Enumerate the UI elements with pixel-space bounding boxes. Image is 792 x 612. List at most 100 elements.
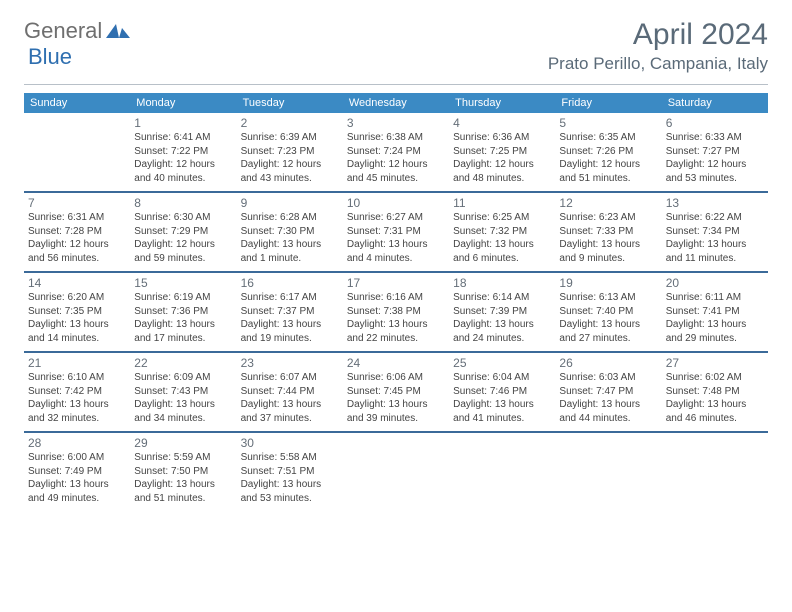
day-number: 1 bbox=[134, 116, 232, 130]
daylight-line: Daylight: 13 hours and 22 minutes. bbox=[347, 318, 445, 345]
logo: General bbox=[24, 18, 132, 44]
daylight-line: Daylight: 12 hours and 56 minutes. bbox=[28, 238, 126, 265]
sunset-line: Sunset: 7:45 PM bbox=[347, 385, 445, 399]
daylight-line: Daylight: 13 hours and 34 minutes. bbox=[134, 398, 232, 425]
week-row: 7Sunrise: 6:31 AMSunset: 7:28 PMDaylight… bbox=[24, 193, 768, 273]
daylight-line: Daylight: 13 hours and 49 minutes. bbox=[28, 478, 126, 505]
day-number: 9 bbox=[241, 196, 339, 210]
daylight-line: Daylight: 13 hours and 51 minutes. bbox=[134, 478, 232, 505]
day-cell: 23Sunrise: 6:07 AMSunset: 7:44 PMDayligh… bbox=[237, 353, 343, 431]
day-cell: 16Sunrise: 6:17 AMSunset: 7:37 PMDayligh… bbox=[237, 273, 343, 351]
sunrise-line: Sunrise: 6:41 AM bbox=[134, 131, 232, 145]
daylight-line: Daylight: 13 hours and 41 minutes. bbox=[453, 398, 551, 425]
sunrise-line: Sunrise: 6:19 AM bbox=[134, 291, 232, 305]
day-number: 25 bbox=[453, 356, 551, 370]
day-number: 23 bbox=[241, 356, 339, 370]
day-cell: 2Sunrise: 6:39 AMSunset: 7:23 PMDaylight… bbox=[237, 113, 343, 191]
sunrise-line: Sunrise: 6:35 AM bbox=[559, 131, 657, 145]
sunrise-line: Sunrise: 6:17 AM bbox=[241, 291, 339, 305]
day-number: 8 bbox=[134, 196, 232, 210]
daylight-line: Daylight: 13 hours and 9 minutes. bbox=[559, 238, 657, 265]
day-cell: 1Sunrise: 6:41 AMSunset: 7:22 PMDaylight… bbox=[130, 113, 236, 191]
sunset-line: Sunset: 7:39 PM bbox=[453, 305, 551, 319]
sunrise-line: Sunrise: 6:38 AM bbox=[347, 131, 445, 145]
sunrise-line: Sunrise: 6:36 AM bbox=[453, 131, 551, 145]
sunset-line: Sunset: 7:49 PM bbox=[28, 465, 126, 479]
day-cell: 8Sunrise: 6:30 AMSunset: 7:29 PMDaylight… bbox=[130, 193, 236, 271]
sunset-line: Sunset: 7:29 PM bbox=[134, 225, 232, 239]
sunset-line: Sunset: 7:46 PM bbox=[453, 385, 551, 399]
daylight-line: Daylight: 13 hours and 24 minutes. bbox=[453, 318, 551, 345]
week-row: 28Sunrise: 6:00 AMSunset: 7:49 PMDayligh… bbox=[24, 433, 768, 511]
day-cell: 14Sunrise: 6:20 AMSunset: 7:35 PMDayligh… bbox=[24, 273, 130, 351]
day-cell: 30Sunrise: 5:58 AMSunset: 7:51 PMDayligh… bbox=[237, 433, 343, 511]
daylight-line: Daylight: 13 hours and 17 minutes. bbox=[134, 318, 232, 345]
sunset-line: Sunset: 7:33 PM bbox=[559, 225, 657, 239]
sunrise-line: Sunrise: 6:20 AM bbox=[28, 291, 126, 305]
day-cell: 18Sunrise: 6:14 AMSunset: 7:39 PMDayligh… bbox=[449, 273, 555, 351]
day-cell: 4Sunrise: 6:36 AMSunset: 7:25 PMDaylight… bbox=[449, 113, 555, 191]
day-cell: 25Sunrise: 6:04 AMSunset: 7:46 PMDayligh… bbox=[449, 353, 555, 431]
daylight-line: Daylight: 12 hours and 51 minutes. bbox=[559, 158, 657, 185]
daylight-line: Daylight: 13 hours and 39 minutes. bbox=[347, 398, 445, 425]
day-of-week-row: SundayMondayTuesdayWednesdayThursdayFrid… bbox=[24, 93, 768, 113]
day-number: 11 bbox=[453, 196, 551, 210]
day-cell: 11Sunrise: 6:25 AMSunset: 7:32 PMDayligh… bbox=[449, 193, 555, 271]
sunrise-line: Sunrise: 6:10 AM bbox=[28, 371, 126, 385]
daylight-line: Daylight: 13 hours and 1 minute. bbox=[241, 238, 339, 265]
day-cell: 20Sunrise: 6:11 AMSunset: 7:41 PMDayligh… bbox=[662, 273, 768, 351]
sunset-line: Sunset: 7:41 PM bbox=[666, 305, 764, 319]
sunset-line: Sunset: 7:47 PM bbox=[559, 385, 657, 399]
sunset-line: Sunset: 7:35 PM bbox=[28, 305, 126, 319]
sunrise-line: Sunrise: 6:27 AM bbox=[347, 211, 445, 225]
week-row: 1Sunrise: 6:41 AMSunset: 7:22 PMDaylight… bbox=[24, 113, 768, 193]
sunrise-line: Sunrise: 6:30 AM bbox=[134, 211, 232, 225]
sunset-line: Sunset: 7:43 PM bbox=[134, 385, 232, 399]
sunset-line: Sunset: 7:24 PM bbox=[347, 145, 445, 159]
week-row: 21Sunrise: 6:10 AMSunset: 7:42 PMDayligh… bbox=[24, 353, 768, 433]
day-cell: 29Sunrise: 5:59 AMSunset: 7:50 PMDayligh… bbox=[130, 433, 236, 511]
day-cell: 5Sunrise: 6:35 AMSunset: 7:26 PMDaylight… bbox=[555, 113, 661, 191]
day-number: 30 bbox=[241, 436, 339, 450]
day-number: 17 bbox=[347, 276, 445, 290]
dow-cell: Tuesday bbox=[237, 93, 343, 113]
day-cell bbox=[343, 433, 449, 511]
day-number: 26 bbox=[559, 356, 657, 370]
day-cell bbox=[449, 433, 555, 511]
day-number: 2 bbox=[241, 116, 339, 130]
day-number: 6 bbox=[666, 116, 764, 130]
day-number: 10 bbox=[347, 196, 445, 210]
sunrise-line: Sunrise: 6:14 AM bbox=[453, 291, 551, 305]
day-cell bbox=[662, 433, 768, 511]
sunrise-line: Sunrise: 6:00 AM bbox=[28, 451, 126, 465]
daylight-line: Daylight: 12 hours and 40 minutes. bbox=[134, 158, 232, 185]
sunrise-line: Sunrise: 6:31 AM bbox=[28, 211, 126, 225]
daylight-line: Daylight: 12 hours and 59 minutes. bbox=[134, 238, 232, 265]
header-divider bbox=[24, 84, 768, 85]
day-number: 27 bbox=[666, 356, 764, 370]
sunrise-line: Sunrise: 5:58 AM bbox=[241, 451, 339, 465]
title-block: April 2024 Prato Perillo, Campania, Ital… bbox=[548, 18, 768, 74]
sunset-line: Sunset: 7:25 PM bbox=[453, 145, 551, 159]
day-cell: 27Sunrise: 6:02 AMSunset: 7:48 PMDayligh… bbox=[662, 353, 768, 431]
day-cell: 24Sunrise: 6:06 AMSunset: 7:45 PMDayligh… bbox=[343, 353, 449, 431]
day-cell: 21Sunrise: 6:10 AMSunset: 7:42 PMDayligh… bbox=[24, 353, 130, 431]
day-number: 24 bbox=[347, 356, 445, 370]
sunset-line: Sunset: 7:34 PM bbox=[666, 225, 764, 239]
daylight-line: Daylight: 12 hours and 48 minutes. bbox=[453, 158, 551, 185]
day-number: 12 bbox=[559, 196, 657, 210]
day-cell: 3Sunrise: 6:38 AMSunset: 7:24 PMDaylight… bbox=[343, 113, 449, 191]
day-number: 29 bbox=[134, 436, 232, 450]
daylight-line: Daylight: 13 hours and 6 minutes. bbox=[453, 238, 551, 265]
sunset-line: Sunset: 7:38 PM bbox=[347, 305, 445, 319]
sunrise-line: Sunrise: 6:23 AM bbox=[559, 211, 657, 225]
daylight-line: Daylight: 13 hours and 29 minutes. bbox=[666, 318, 764, 345]
day-number: 16 bbox=[241, 276, 339, 290]
day-number: 20 bbox=[666, 276, 764, 290]
sunset-line: Sunset: 7:50 PM bbox=[134, 465, 232, 479]
sunrise-line: Sunrise: 6:09 AM bbox=[134, 371, 232, 385]
dow-cell: Friday bbox=[555, 93, 661, 113]
day-cell: 13Sunrise: 6:22 AMSunset: 7:34 PMDayligh… bbox=[662, 193, 768, 271]
sunset-line: Sunset: 7:36 PM bbox=[134, 305, 232, 319]
sunset-line: Sunset: 7:28 PM bbox=[28, 225, 126, 239]
